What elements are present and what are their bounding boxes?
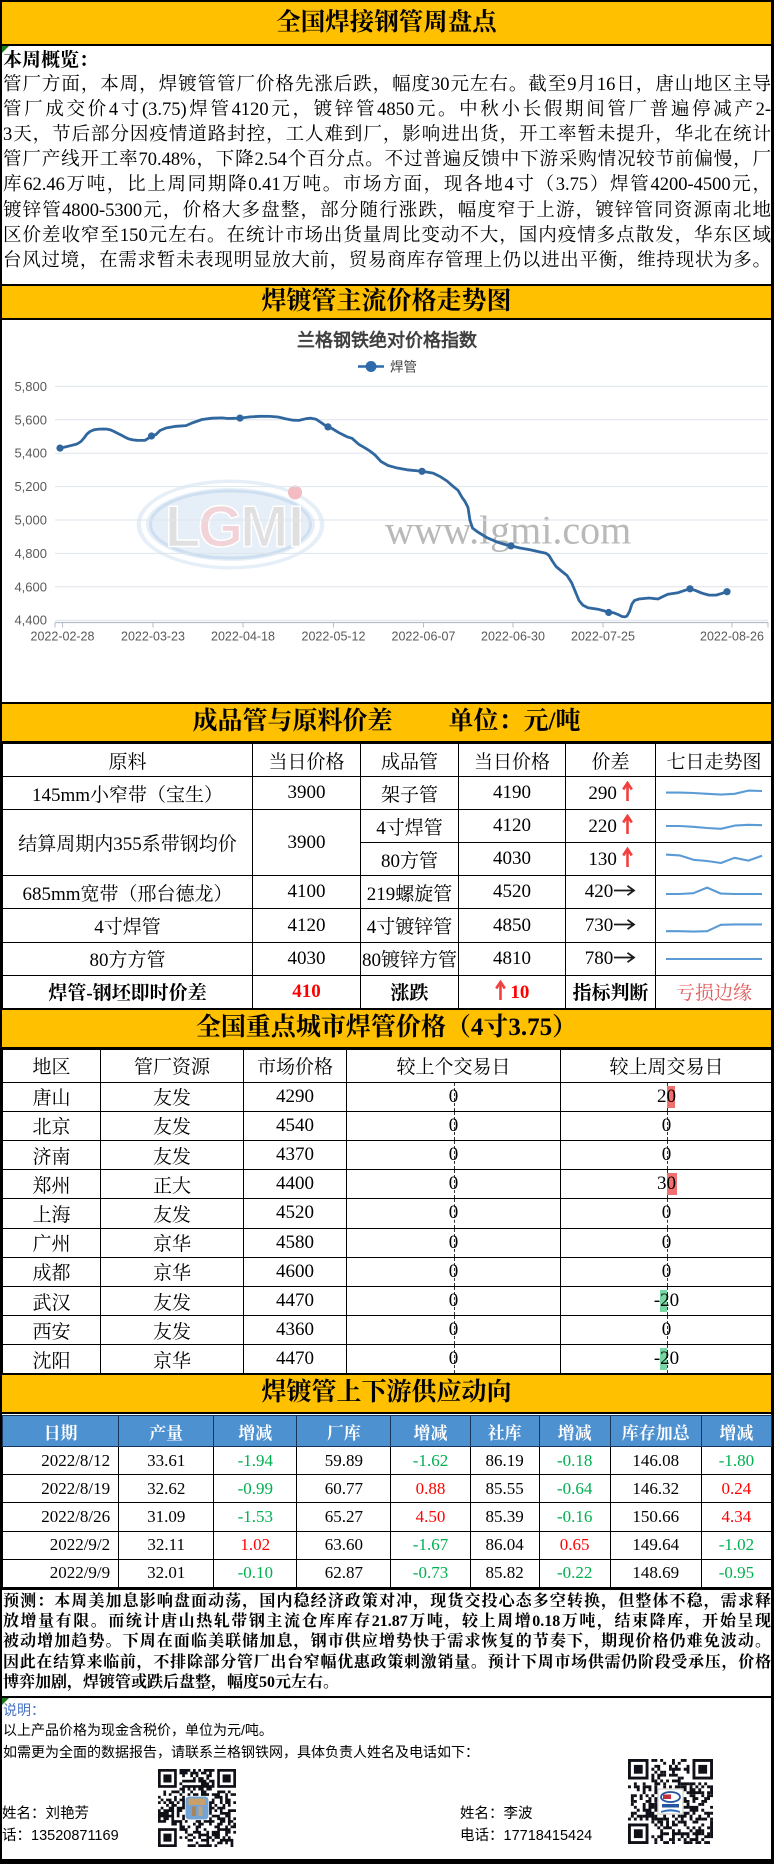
svg-text:兰格钢铁绝对价格指数: 兰格钢铁绝对价格指数 — [297, 329, 478, 350]
svg-text:4,400: 4,400 — [14, 612, 47, 627]
svg-text:2022-04-18: 2022-04-18 — [211, 629, 275, 643]
svg-text:2022-06-07: 2022-06-07 — [392, 629, 456, 643]
svg-text:M: M — [240, 494, 288, 559]
svg-text:2022-02-28: 2022-02-28 — [31, 629, 95, 643]
svg-text:2022-08-26: 2022-08-26 — [700, 629, 764, 643]
svg-text:4,600: 4,600 — [14, 579, 47, 594]
svg-text:5,600: 5,600 — [14, 412, 47, 427]
svg-text:2022-07-25: 2022-07-25 — [571, 629, 635, 643]
svg-text:5,400: 5,400 — [14, 445, 47, 460]
svg-text:2022-05-12: 2022-05-12 — [302, 629, 366, 643]
svg-text:I: I — [288, 494, 304, 559]
svg-text:L: L — [165, 494, 200, 559]
svg-text:G: G — [198, 494, 243, 559]
svg-text:4,800: 4,800 — [14, 545, 47, 560]
svg-text:2022-06-30: 2022-06-30 — [481, 629, 545, 643]
svg-text:5,800: 5,800 — [14, 378, 47, 393]
svg-text:5,200: 5,200 — [14, 479, 47, 494]
svg-text:5,000: 5,000 — [14, 512, 47, 527]
svg-text:焊管: 焊管 — [390, 359, 417, 374]
svg-text:2022-03-23: 2022-03-23 — [121, 629, 185, 643]
